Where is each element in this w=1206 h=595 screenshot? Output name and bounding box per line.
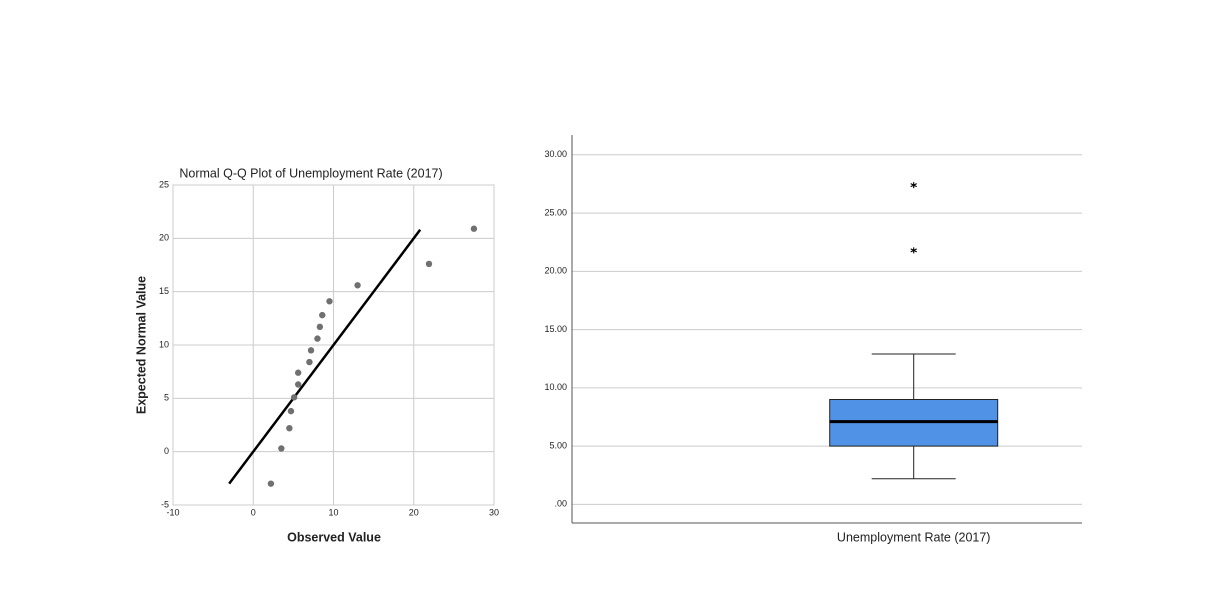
y-tick-label: 30.00 (544, 149, 567, 159)
y-tick-label: 0 (164, 446, 169, 456)
y-tick-label: 25.00 (544, 207, 567, 217)
x-axis-label: Observed Value (287, 530, 381, 544)
point (326, 298, 333, 305)
y-tick-label: 15.00 (544, 324, 567, 334)
y-tick-label: 20.00 (544, 266, 567, 276)
chart-title: Normal Q-Q Plot of Unemployment Rate (20… (179, 166, 442, 180)
point (316, 323, 324, 331)
point (286, 425, 293, 432)
point (307, 347, 315, 354)
x-tick-label: 20 (409, 507, 419, 517)
outlier (910, 182, 917, 189)
y-tick-label: 5 (164, 393, 169, 403)
point (470, 225, 478, 232)
point (425, 260, 433, 268)
point (354, 282, 361, 289)
x-tick-label: Unemployment Rate (2017) (837, 530, 991, 544)
y-tick-label: -5 (161, 499, 169, 509)
x-tick-label: 0 (251, 507, 256, 517)
outlier (910, 247, 917, 254)
y-tick-label: 5.00 (549, 440, 567, 450)
x-tick-label: 10 (328, 507, 338, 517)
y-tick-label: .00 (554, 499, 567, 509)
point (294, 369, 302, 376)
x-tick-label: -10 (166, 507, 179, 517)
y-tick-label: 15 (159, 286, 169, 296)
point (314, 335, 321, 342)
reference-line (228, 229, 422, 485)
point (278, 445, 285, 452)
point (306, 358, 313, 366)
y-axis-label: Expected Normal Value (134, 276, 148, 414)
y-tick-label: 10.00 (544, 382, 567, 392)
point (267, 480, 275, 487)
x-tick-label: 30 (489, 507, 499, 517)
y-tick-label: 10 (159, 339, 169, 349)
point (290, 394, 298, 401)
point (294, 381, 302, 388)
y-tick-label: 25 (159, 179, 169, 189)
y-tick-label: 20 (159, 233, 169, 243)
point (319, 311, 326, 319)
point (287, 407, 295, 415)
